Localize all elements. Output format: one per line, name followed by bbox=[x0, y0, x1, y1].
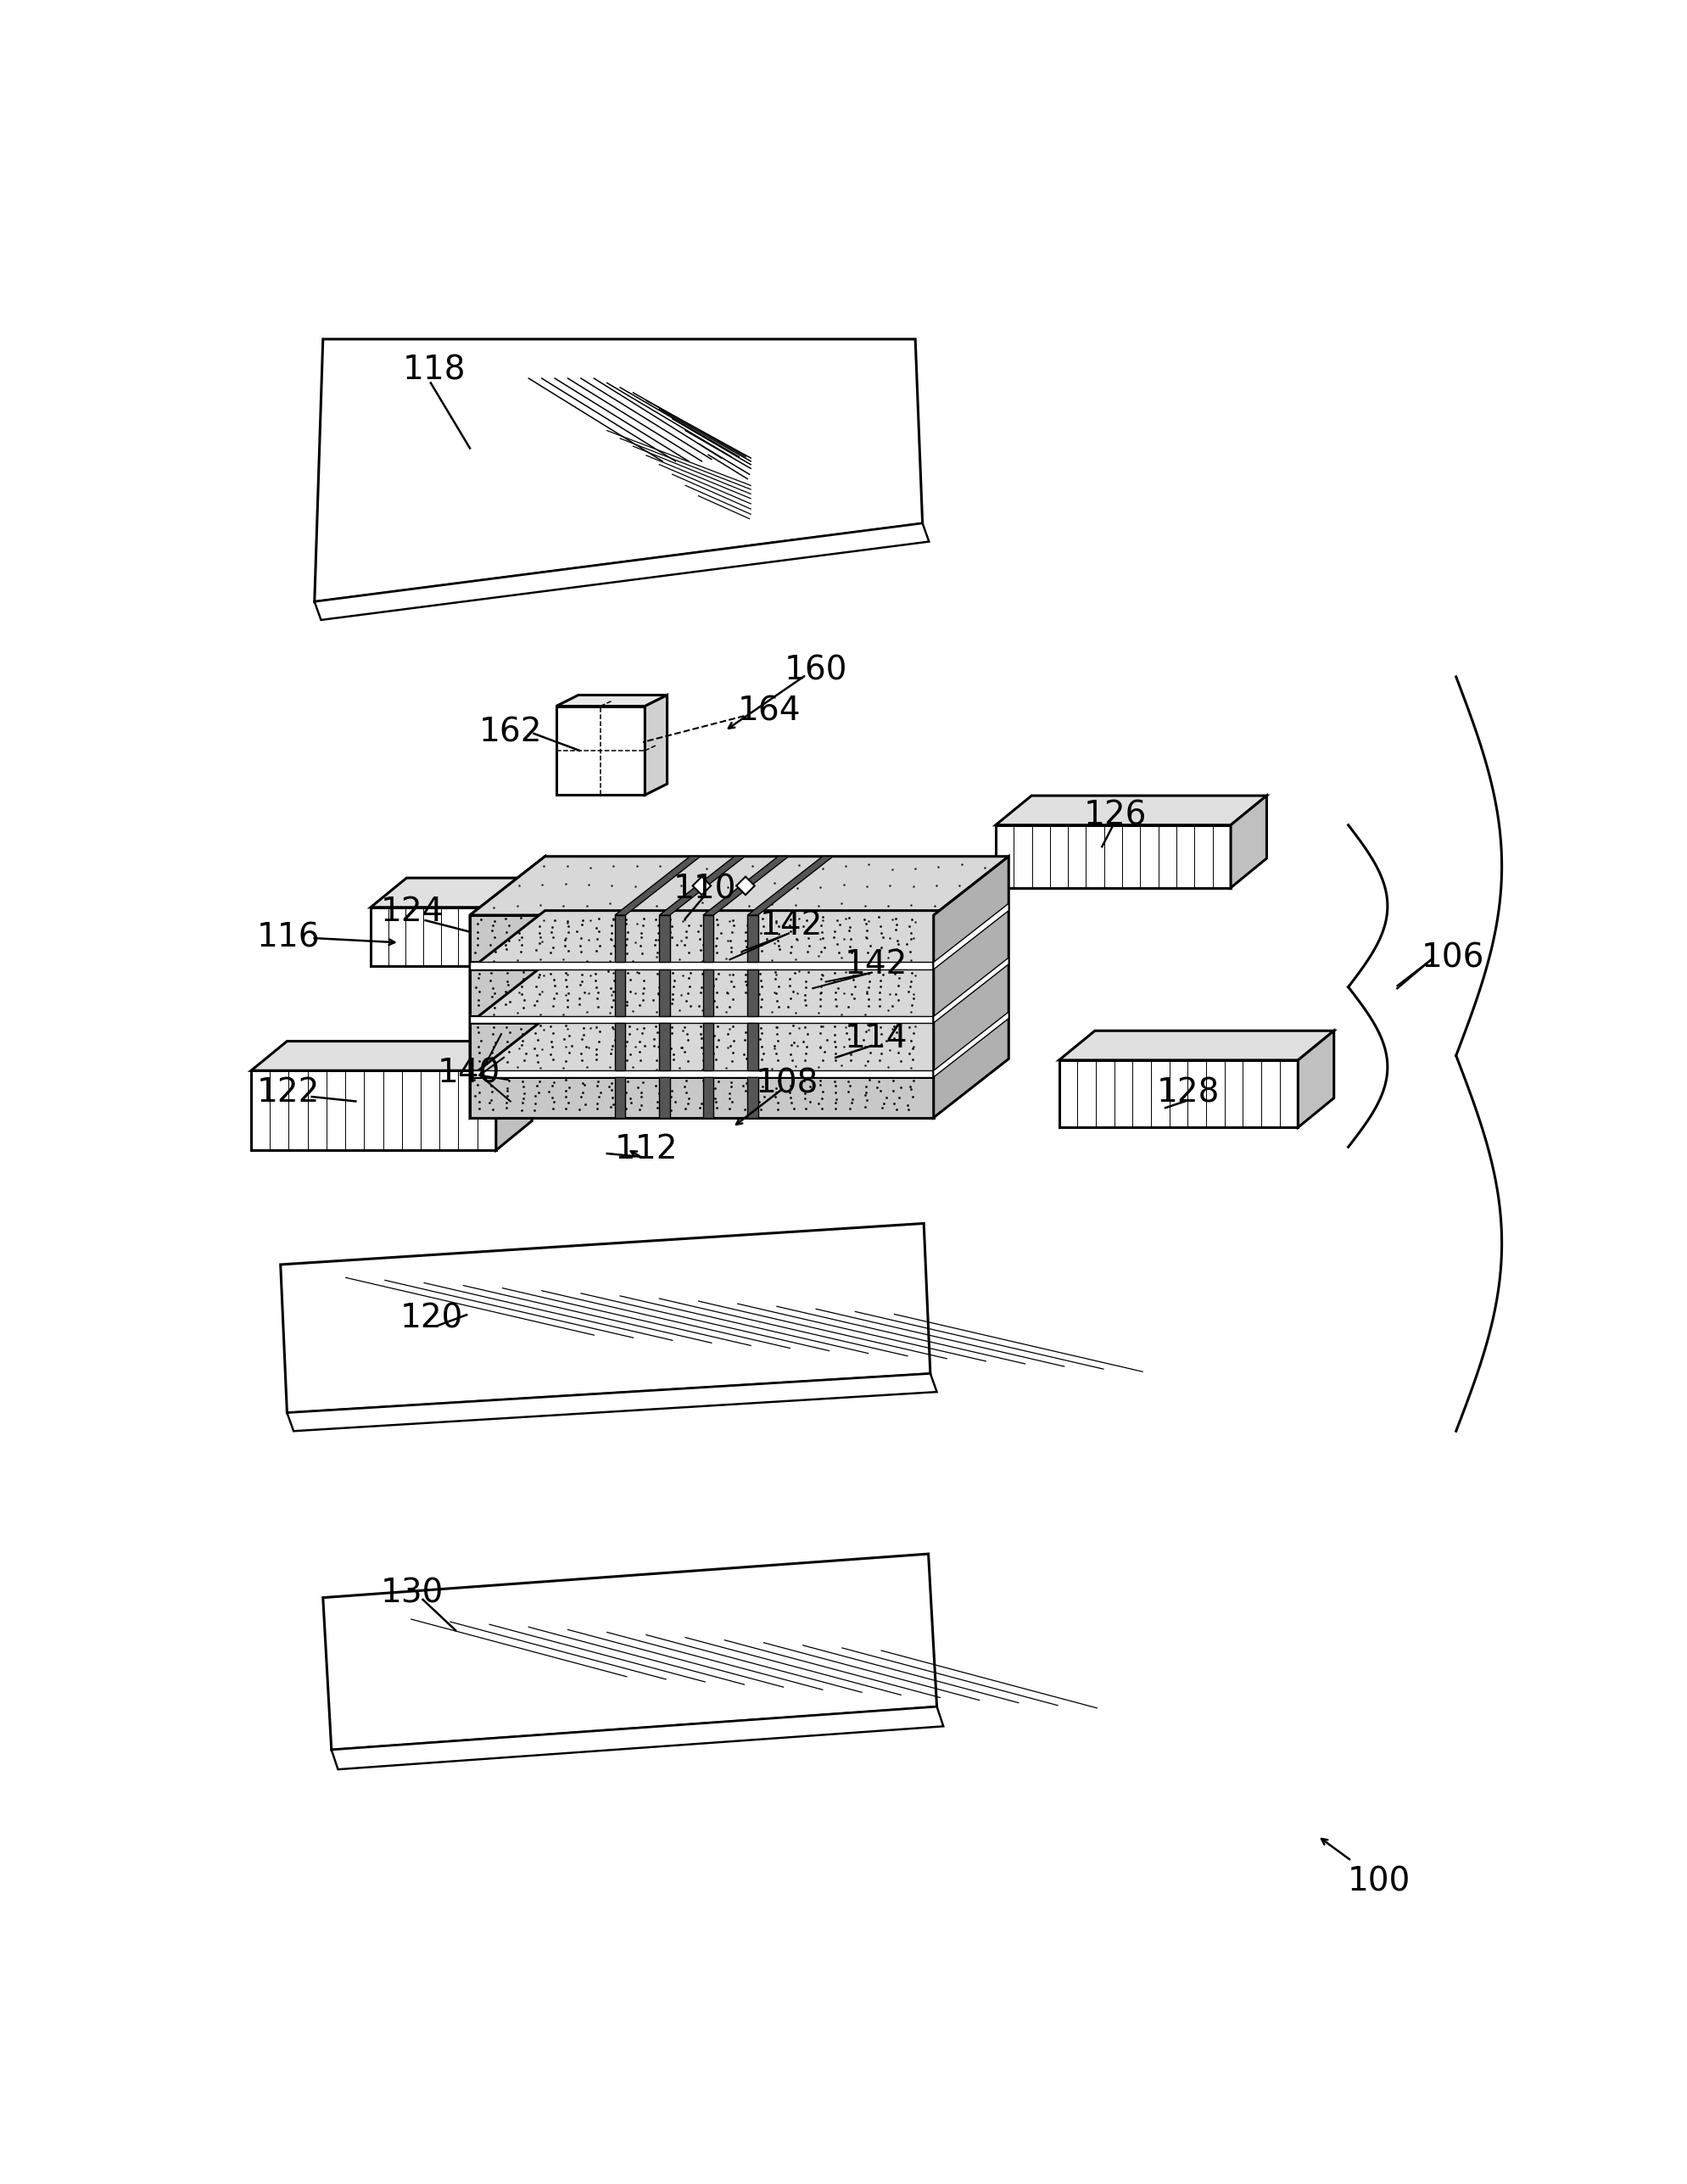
Polygon shape bbox=[747, 1022, 757, 1070]
Polygon shape bbox=[469, 1022, 933, 1070]
Polygon shape bbox=[469, 856, 1009, 915]
Polygon shape bbox=[995, 795, 1265, 826]
Text: 164: 164 bbox=[737, 695, 800, 727]
Polygon shape bbox=[314, 524, 928, 620]
Polygon shape bbox=[469, 1016, 933, 1022]
Polygon shape bbox=[614, 1077, 624, 1118]
Polygon shape bbox=[703, 856, 788, 915]
Text: 126: 126 bbox=[1083, 799, 1145, 832]
Text: 106: 106 bbox=[1420, 941, 1483, 974]
Polygon shape bbox=[469, 970, 933, 1016]
Polygon shape bbox=[614, 915, 624, 963]
Text: 108: 108 bbox=[754, 1068, 818, 1101]
Polygon shape bbox=[995, 826, 1230, 887]
Polygon shape bbox=[580, 878, 616, 965]
Polygon shape bbox=[469, 911, 1009, 970]
Polygon shape bbox=[614, 970, 624, 1016]
Polygon shape bbox=[933, 856, 1009, 1118]
Polygon shape bbox=[1058, 1031, 1333, 1059]
Polygon shape bbox=[660, 915, 670, 963]
Polygon shape bbox=[251, 1042, 531, 1070]
Polygon shape bbox=[280, 1223, 930, 1413]
Text: 162: 162 bbox=[479, 716, 542, 749]
Polygon shape bbox=[747, 970, 757, 1016]
Polygon shape bbox=[703, 1022, 714, 1070]
Polygon shape bbox=[933, 1011, 1009, 1077]
Polygon shape bbox=[496, 1042, 531, 1151]
Text: 142: 142 bbox=[759, 909, 822, 941]
Text: 140: 140 bbox=[437, 1057, 499, 1090]
Polygon shape bbox=[747, 915, 757, 963]
Polygon shape bbox=[747, 1077, 757, 1118]
Polygon shape bbox=[555, 705, 644, 795]
Polygon shape bbox=[469, 856, 545, 1118]
Polygon shape bbox=[703, 1077, 714, 1118]
Polygon shape bbox=[1058, 1059, 1297, 1127]
Text: 110: 110 bbox=[673, 874, 736, 904]
Polygon shape bbox=[747, 856, 833, 915]
Polygon shape bbox=[660, 1077, 670, 1118]
Polygon shape bbox=[644, 695, 666, 795]
Polygon shape bbox=[660, 970, 670, 1016]
Polygon shape bbox=[614, 856, 700, 915]
Polygon shape bbox=[703, 915, 714, 963]
Polygon shape bbox=[251, 1070, 496, 1151]
Polygon shape bbox=[371, 878, 616, 906]
Polygon shape bbox=[314, 339, 923, 601]
Polygon shape bbox=[933, 957, 1009, 1022]
Text: 128: 128 bbox=[1156, 1077, 1220, 1109]
Text: 112: 112 bbox=[614, 1133, 678, 1164]
Polygon shape bbox=[469, 1077, 933, 1118]
Polygon shape bbox=[322, 1553, 936, 1749]
Polygon shape bbox=[469, 1018, 1009, 1077]
Polygon shape bbox=[555, 695, 666, 705]
Text: 114: 114 bbox=[844, 1022, 908, 1055]
Polygon shape bbox=[703, 970, 714, 1016]
Polygon shape bbox=[469, 1070, 933, 1077]
Text: 120: 120 bbox=[400, 1302, 464, 1334]
Polygon shape bbox=[1230, 795, 1265, 887]
Polygon shape bbox=[331, 1706, 943, 1769]
Text: 142: 142 bbox=[844, 948, 908, 981]
Polygon shape bbox=[692, 876, 710, 895]
Text: 124: 124 bbox=[381, 895, 444, 928]
Polygon shape bbox=[736, 876, 754, 895]
Text: 118: 118 bbox=[402, 354, 466, 387]
Polygon shape bbox=[614, 1022, 624, 1070]
Polygon shape bbox=[287, 1374, 936, 1431]
Polygon shape bbox=[469, 963, 1009, 1022]
Text: 100: 100 bbox=[1346, 1865, 1410, 1898]
Polygon shape bbox=[1297, 1031, 1333, 1127]
Polygon shape bbox=[933, 904, 1009, 970]
Text: 160: 160 bbox=[784, 655, 847, 686]
Text: 116: 116 bbox=[256, 922, 321, 954]
Polygon shape bbox=[371, 906, 580, 965]
Polygon shape bbox=[469, 963, 933, 970]
Text: 122: 122 bbox=[256, 1077, 321, 1109]
Polygon shape bbox=[469, 915, 933, 963]
Polygon shape bbox=[660, 856, 744, 915]
Text: 130: 130 bbox=[381, 1577, 444, 1610]
Polygon shape bbox=[660, 1022, 670, 1070]
